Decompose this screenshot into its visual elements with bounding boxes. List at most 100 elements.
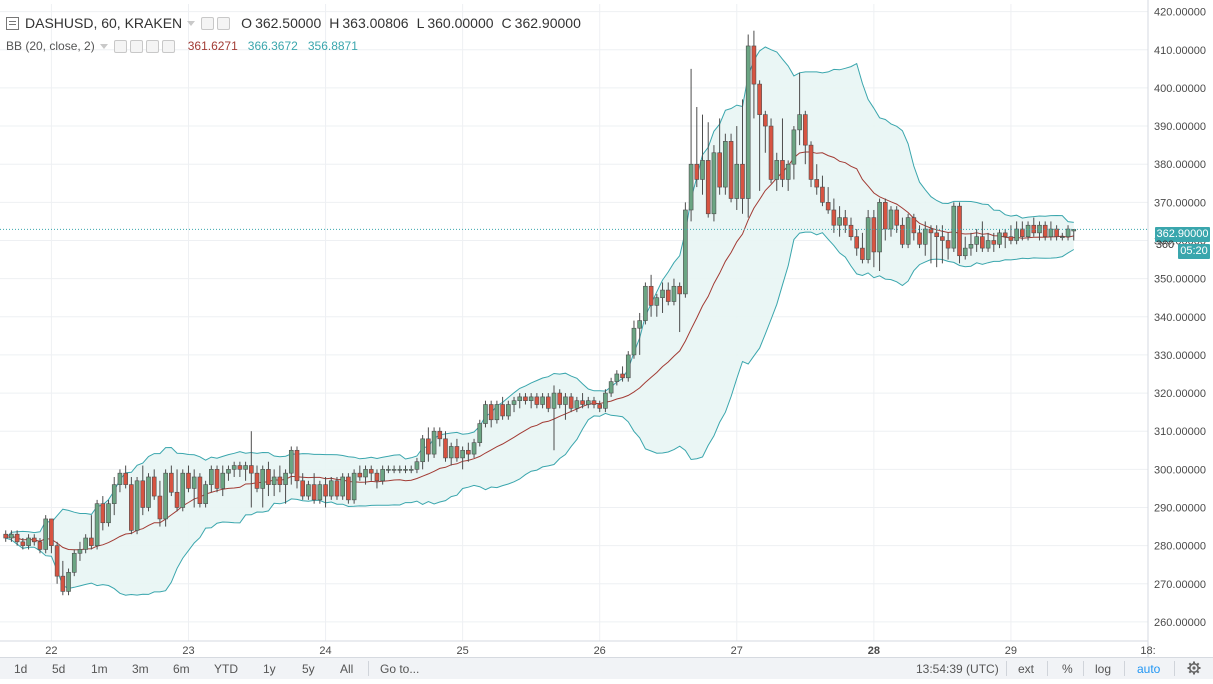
candle-body [14, 533, 20, 543]
candle [460, 446, 465, 470]
settings-small-icon[interactable] [217, 16, 231, 30]
gear-icon[interactable] [1187, 661, 1201, 675]
candle-body [403, 469, 408, 471]
time-tick-label: 27 [731, 645, 743, 657]
time-axis[interactable]: 22 23 24 25 26 27 28 29 18: [0, 640, 1156, 657]
range-1m-button[interactable]: 1m [91, 662, 108, 676]
candle [637, 312, 642, 355]
candle-body [1014, 228, 1019, 241]
candle [654, 293, 660, 317]
candle [523, 393, 528, 405]
symbol-name[interactable]: DASHUSD, 60, KRAKEN [25, 15, 183, 31]
candle-body [60, 575, 66, 592]
candle [831, 198, 837, 233]
candle [854, 229, 860, 256]
candle [768, 118, 774, 184]
candle [254, 465, 260, 493]
candle [905, 213, 911, 249]
range-all-button[interactable]: All [340, 662, 354, 676]
candle-body [768, 125, 774, 180]
candle-body [871, 217, 877, 253]
candle [157, 480, 163, 527]
candle [563, 393, 568, 420]
candle-body [368, 469, 374, 474]
candle [877, 198, 882, 272]
auto-button[interactable]: auto [1137, 662, 1161, 676]
candle [677, 282, 682, 333]
candle-body [408, 469, 414, 471]
candle [323, 476, 328, 508]
indicator-legend: BB (20, close, 2) 361.6271 366.3672 356.… [6, 36, 358, 56]
high-label: H [329, 15, 340, 31]
range-ytd-button[interactable]: YTD [214, 662, 238, 676]
candle-body [854, 236, 860, 249]
add-icon[interactable] [145, 39, 159, 53]
candle [1060, 232, 1065, 241]
candle [397, 465, 403, 474]
candle [511, 396, 517, 413]
candle-body [842, 217, 848, 226]
settings-small-icon[interactable] [129, 39, 143, 53]
eye-icon[interactable] [113, 39, 127, 53]
candle [625, 351, 631, 382]
candle [660, 282, 665, 313]
price-axis[interactable]: 260.00000 270.00000 280.00000 290.00000 300.… [1147, 0, 1206, 657]
range-5d-button[interactable]: 5d [52, 662, 66, 676]
time-tick-label: 23 [182, 645, 194, 657]
range-6m-button[interactable]: 6m [173, 662, 190, 676]
candle-body [231, 465, 237, 470]
price-tick-label: 290.00000 [1154, 502, 1206, 514]
bb-value-tag: 360 [1155, 239, 1175, 251]
candle-body [568, 396, 574, 409]
candle-body [1025, 224, 1031, 237]
candle [134, 476, 140, 535]
candle [922, 221, 928, 256]
candle [962, 236, 968, 260]
range-1d-button[interactable]: 1d [14, 662, 28, 676]
price-tick-label: 280.00000 [1154, 541, 1206, 553]
candle-body [940, 236, 945, 241]
candle-body [500, 404, 505, 417]
goto-button[interactable]: Go to... [380, 662, 420, 676]
candle [631, 320, 637, 359]
percent-button[interactable]: % [1062, 662, 1073, 676]
candle-body [962, 247, 968, 257]
caret-down-icon[interactable] [99, 43, 108, 49]
candle [226, 465, 231, 481]
candle [386, 465, 391, 474]
close-icon[interactable] [161, 39, 175, 53]
candle-body [494, 404, 500, 421]
candle-body [888, 209, 894, 230]
candle-body [1042, 224, 1048, 237]
range-3m-button[interactable]: 3m [132, 662, 149, 676]
candle-body [488, 404, 494, 421]
candle-body [134, 480, 140, 531]
range-5y-button[interactable]: 5y [302, 662, 315, 676]
price-tick-label: 400.00000 [1154, 83, 1206, 95]
candle [9, 530, 14, 542]
candle [54, 541, 60, 584]
candle-body [751, 45, 757, 85]
symbol-box-icon[interactable] [6, 16, 19, 30]
candle-body [671, 285, 677, 302]
indicator-name[interactable]: BB (20, close, 2) [6, 39, 95, 53]
candle-body [614, 373, 620, 382]
candle [580, 393, 585, 409]
ext-button[interactable]: ext [1018, 662, 1035, 676]
candle [980, 221, 985, 252]
eye-icon[interactable] [201, 16, 215, 30]
open-value: 362.50000 [255, 15, 322, 31]
candle [911, 213, 917, 241]
log-button[interactable]: log [1095, 662, 1112, 676]
candle-body [785, 163, 791, 180]
candle-body [197, 476, 203, 504]
candle-body [203, 484, 208, 504]
caret-down-icon[interactable] [187, 20, 196, 26]
candle [471, 438, 477, 458]
price-tick-label: 350.00000 [1154, 274, 1206, 286]
range-1y-button[interactable]: 1y [263, 662, 276, 676]
utc-clock[interactable]: 13:54:39 (UTC) [916, 662, 999, 676]
bb-fill [5, 47, 1074, 596]
